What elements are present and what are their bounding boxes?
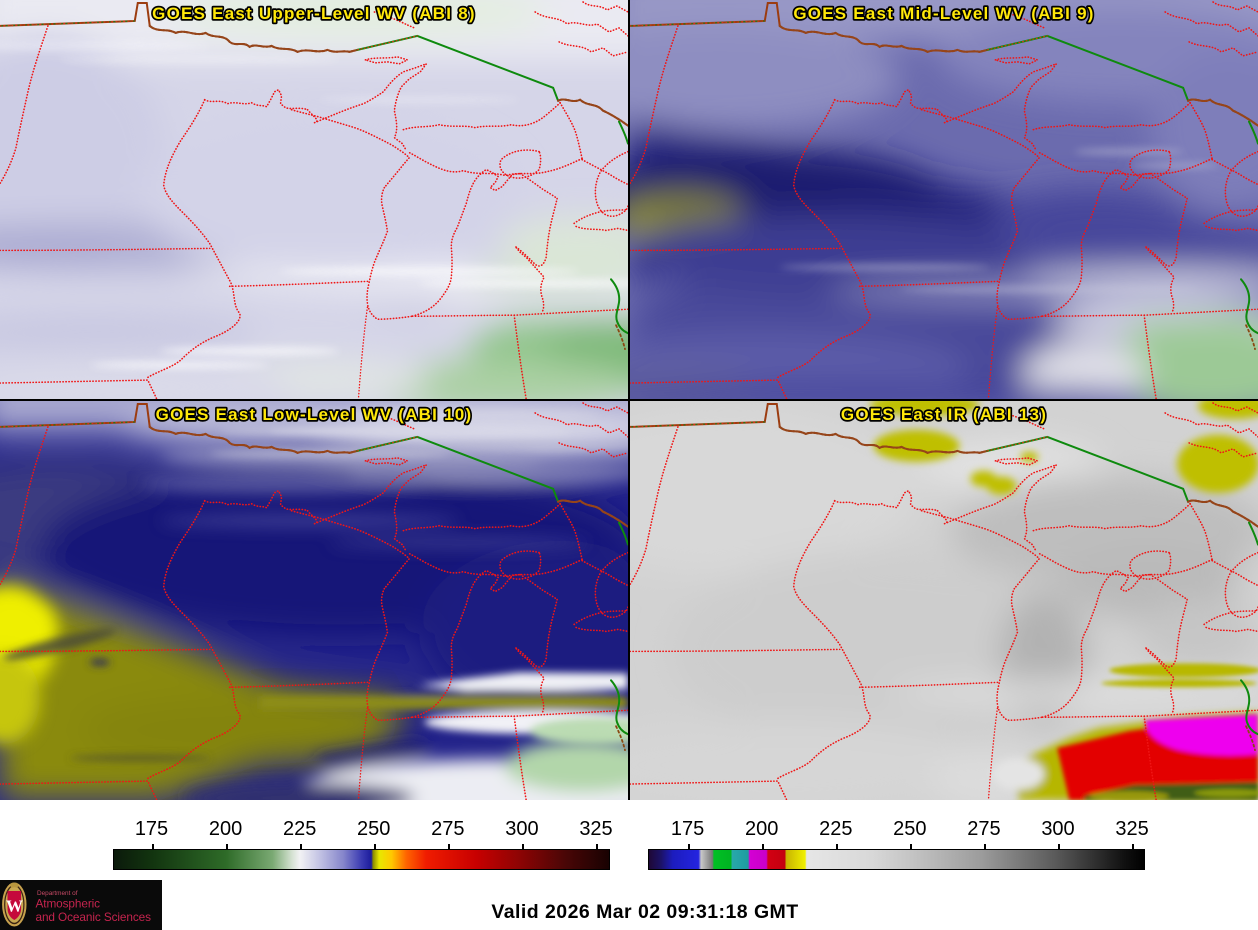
svg-text:Atmospheric: Atmospheric	[36, 897, 101, 911]
svg-text:GOES East Mid-Level WV (ABI 9): GOES East Mid-Level WV (ABI 9)	[793, 4, 1094, 23]
svg-text:and Oceanic Sciences: and Oceanic Sciences	[36, 910, 152, 924]
svg-text:GOES East IR (ABI 13): GOES East IR (ABI 13)	[841, 405, 1047, 424]
svg-text:GOES East Low-Level WV (ABI 10: GOES East Low-Level WV (ABI 10)	[156, 405, 473, 424]
svg-text:Department of: Department of	[37, 890, 78, 897]
svg-text:GOES East Upper-Level WV (ABI: GOES East Upper-Level WV (ABI 8)	[152, 4, 476, 23]
svg-text:W: W	[6, 897, 23, 916]
